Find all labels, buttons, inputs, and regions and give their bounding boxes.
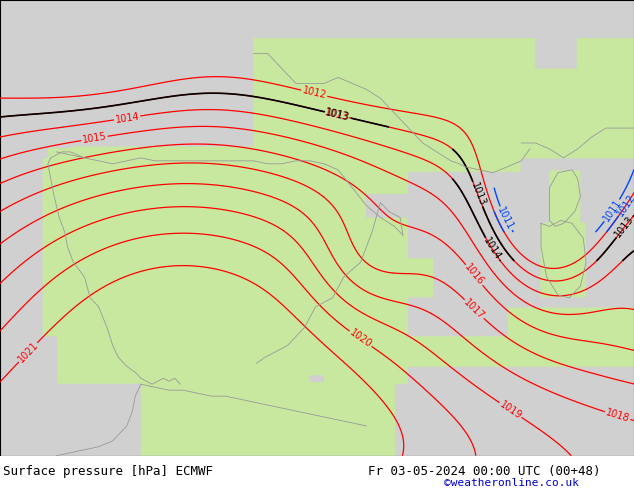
Text: 1011: 1011 — [496, 205, 515, 232]
Text: 1018: 1018 — [604, 407, 631, 424]
Text: 1016: 1016 — [463, 262, 486, 288]
Text: 1012: 1012 — [301, 86, 327, 101]
Text: 1020: 1020 — [347, 328, 373, 350]
Text: 1011: 1011 — [601, 197, 623, 223]
Text: 1013: 1013 — [469, 181, 487, 207]
Text: ©weatheronline.co.uk: ©weatheronline.co.uk — [444, 478, 579, 488]
Text: 1019: 1019 — [498, 399, 524, 421]
Text: 1017: 1017 — [462, 297, 486, 321]
Text: Fr 03-05-2024 00:00 UTC (00+48): Fr 03-05-2024 00:00 UTC (00+48) — [368, 465, 600, 478]
Text: 1013: 1013 — [613, 214, 634, 240]
Text: 1015: 1015 — [82, 131, 107, 146]
Text: 1012: 1012 — [615, 192, 634, 218]
Text: 1014: 1014 — [114, 111, 140, 124]
Text: 1021: 1021 — [16, 340, 40, 365]
Text: 1013: 1013 — [323, 107, 349, 122]
Text: 1014: 1014 — [481, 236, 503, 262]
Text: Surface pressure [hPa] ECMWF: Surface pressure [hPa] ECMWF — [3, 465, 213, 478]
Text: 1013: 1013 — [325, 107, 351, 122]
